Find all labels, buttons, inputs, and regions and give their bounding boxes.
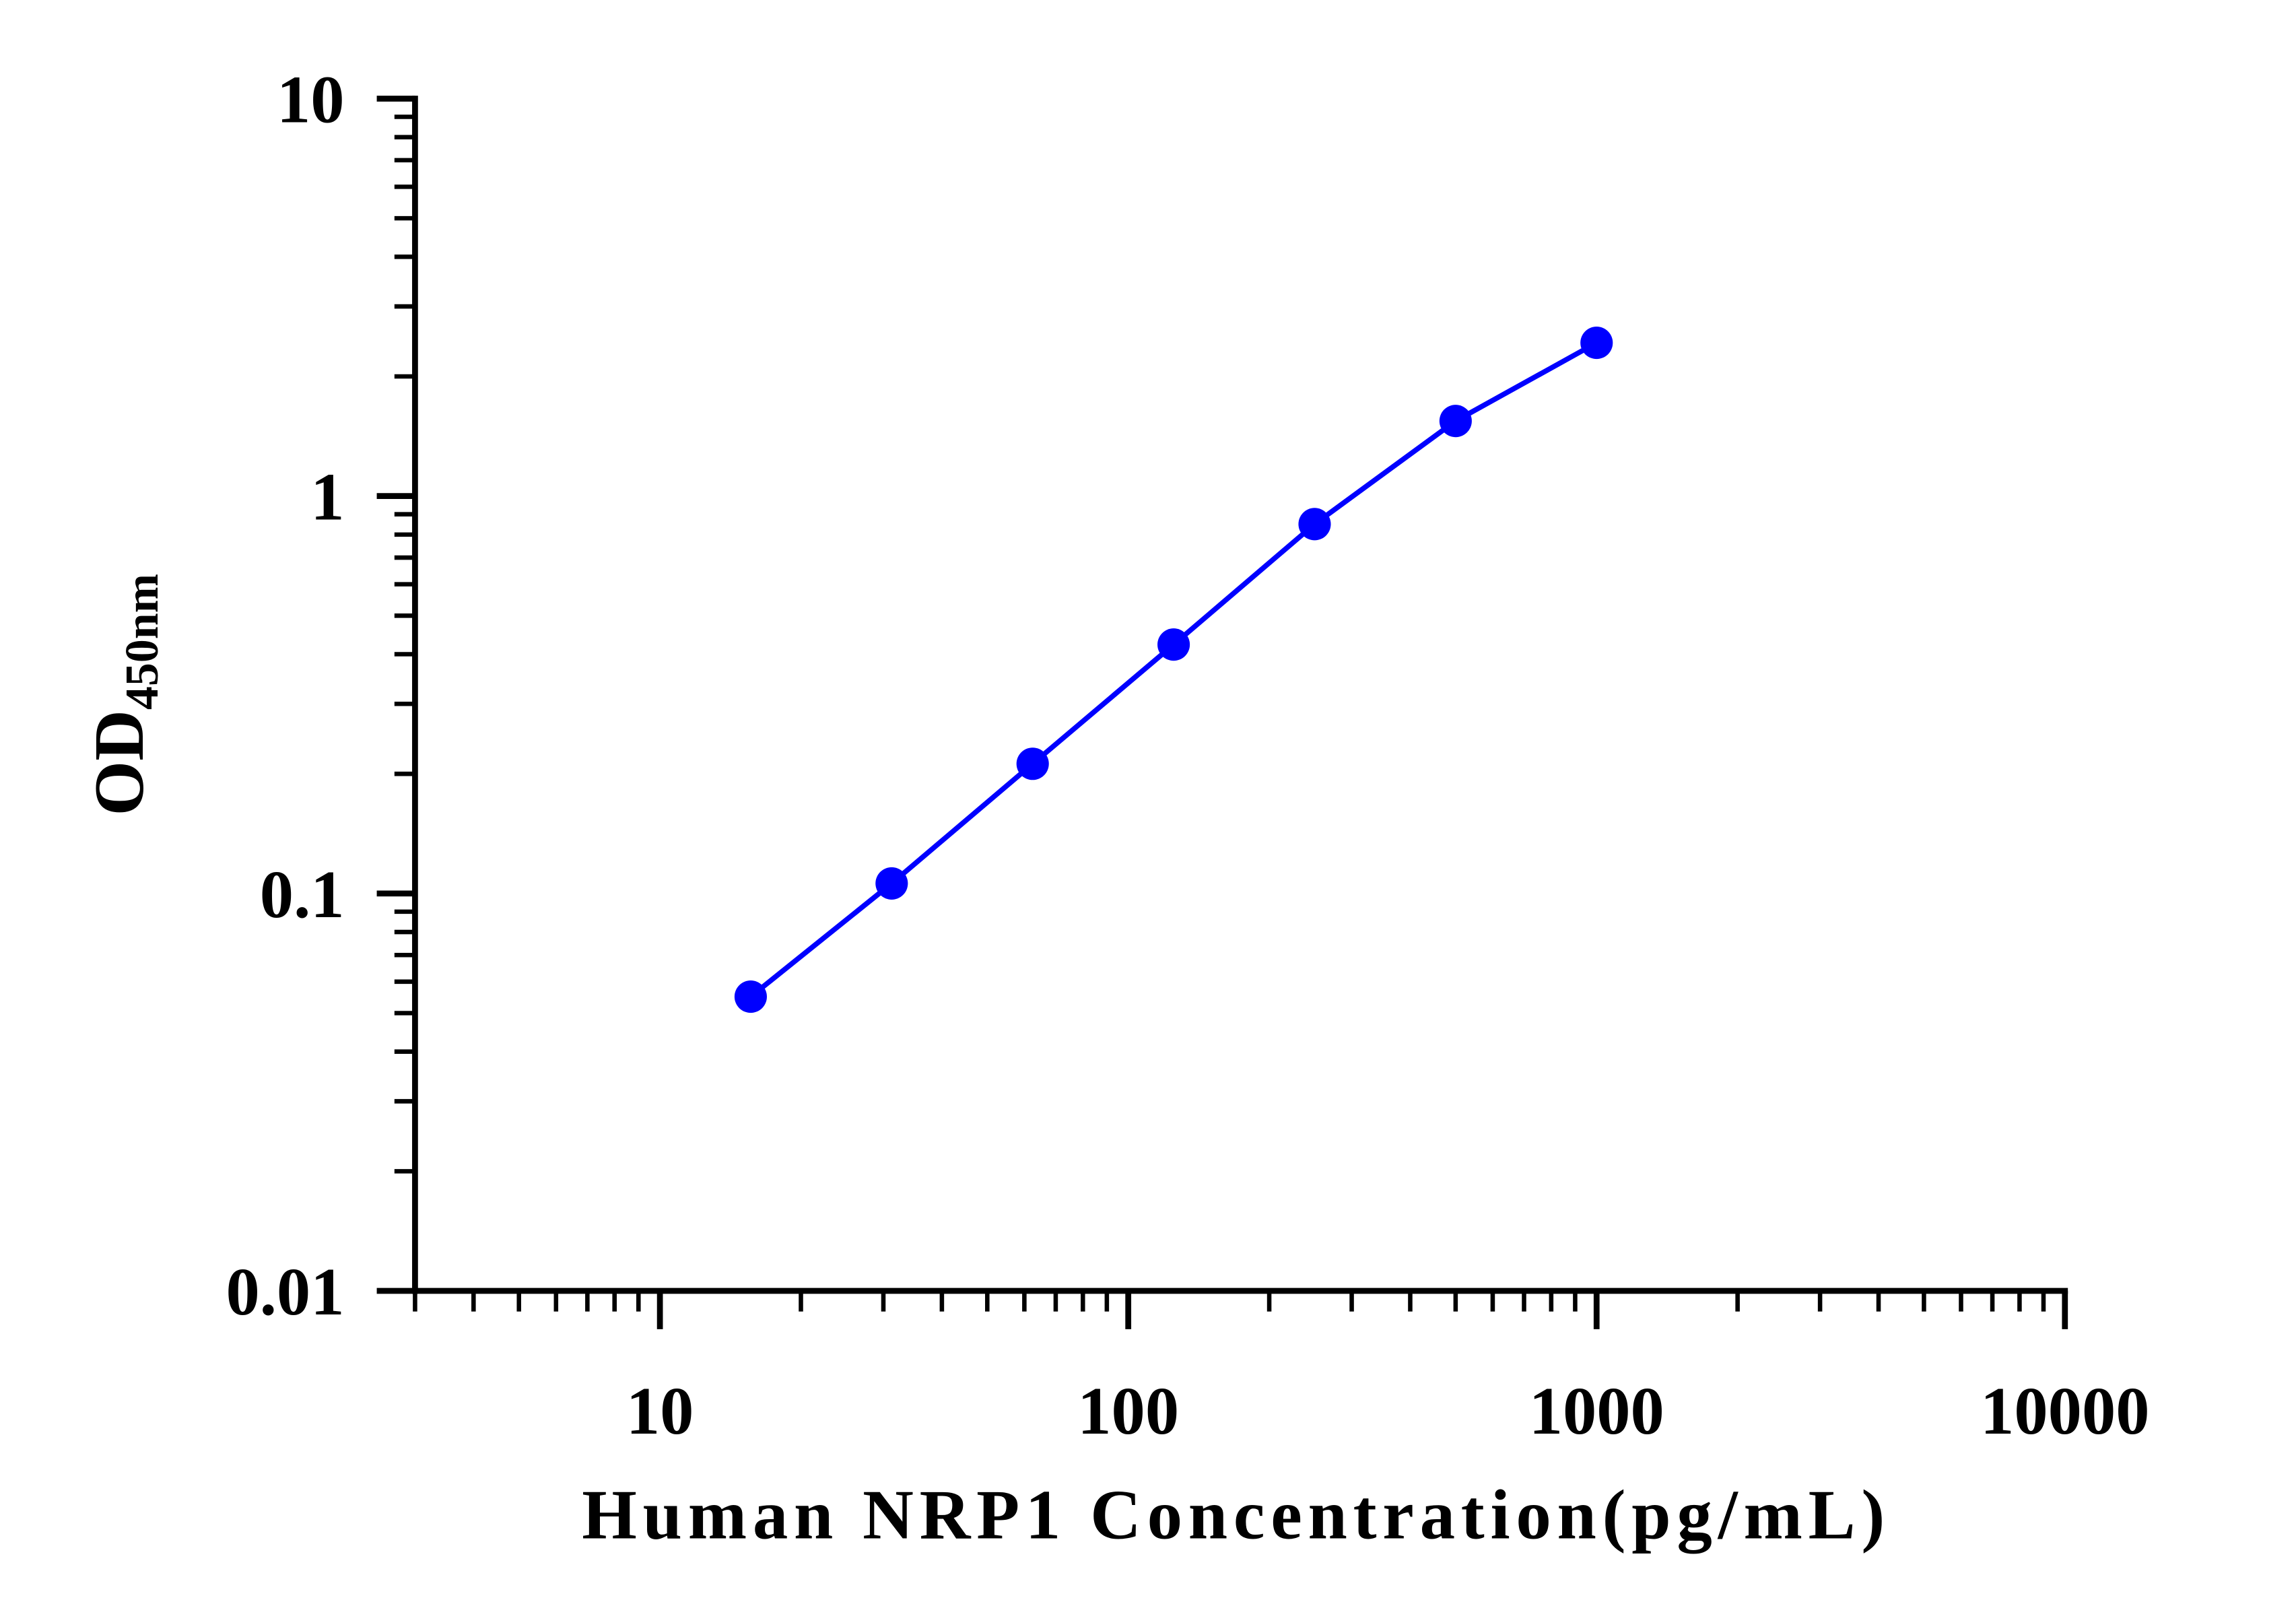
data-point [1157, 628, 1190, 661]
x-axis-title: Human NRP1 Concentration(pg/mL) [582, 1475, 1891, 1553]
data-point [1298, 508, 1331, 541]
y-axis-title-subscript: 450nm [116, 574, 168, 710]
x-tick-label: 1000 [1529, 1373, 1664, 1448]
y-axis-title: OD450nm [80, 574, 168, 815]
x-tick-label: 100 [1077, 1373, 1179, 1448]
data-point [734, 980, 767, 1013]
data-point [1439, 405, 1472, 438]
x-tick-label: 10 [626, 1373, 694, 1448]
data-point [1016, 747, 1049, 780]
x-tick-label: 10000 [1980, 1373, 2149, 1448]
data-point [1580, 327, 1613, 360]
y-tick-label: 0.1 [260, 857, 345, 932]
y-tick-label: 1 [310, 459, 344, 535]
y-tick-label: 0.01 [226, 1254, 345, 1329]
series-line [749, 340, 1598, 999]
data-point [875, 867, 908, 900]
y-tick-label: 10 [277, 61, 345, 137]
y-axis-title-main: OD [80, 710, 158, 815]
